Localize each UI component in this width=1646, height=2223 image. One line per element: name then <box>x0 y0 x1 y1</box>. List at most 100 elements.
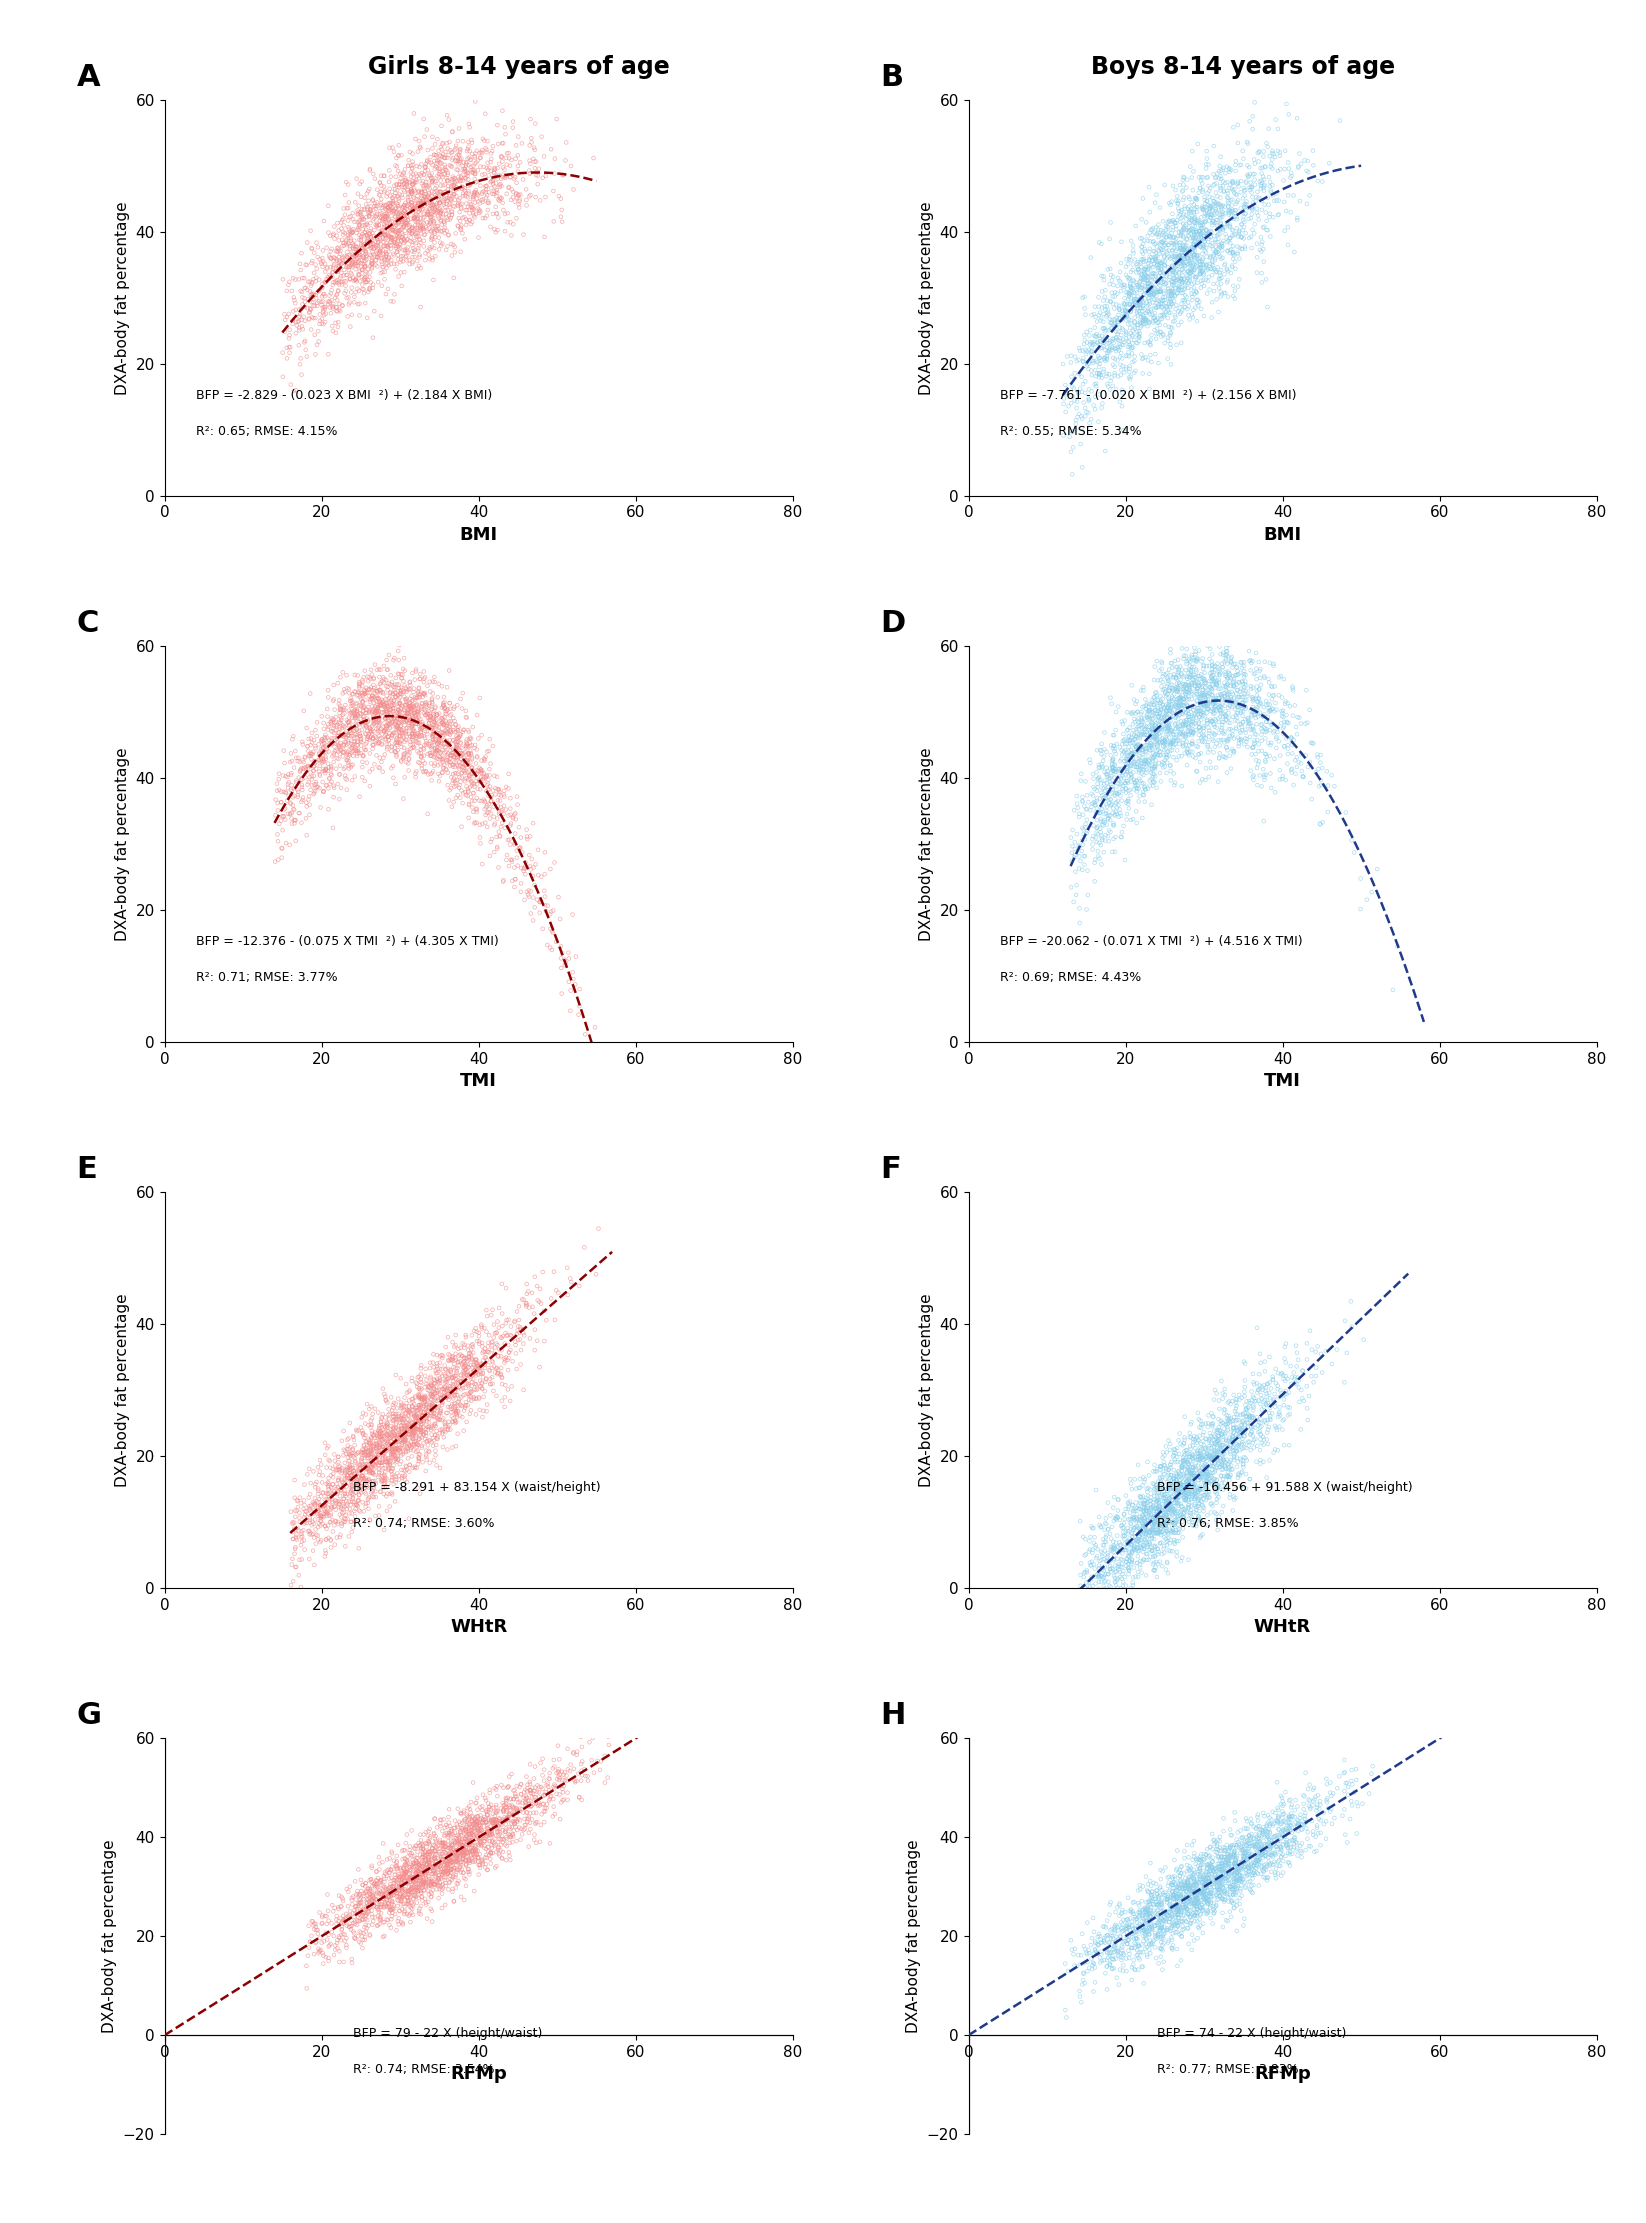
Point <box>1197 1465 1223 1501</box>
Point <box>487 1358 514 1394</box>
Point <box>1281 1818 1307 1854</box>
Point <box>1208 209 1234 245</box>
Point <box>288 805 314 840</box>
Point <box>346 287 372 322</box>
Point <box>1159 213 1185 249</box>
Point <box>1195 1885 1221 1921</box>
Point <box>337 714 364 749</box>
Point <box>1271 700 1297 736</box>
Point <box>438 1812 464 1847</box>
Point <box>388 716 415 751</box>
Point <box>398 173 425 209</box>
Point <box>1241 156 1267 191</box>
Point <box>405 1850 431 1885</box>
Point <box>331 1489 357 1525</box>
Point <box>1188 229 1215 265</box>
Point <box>416 1834 443 1870</box>
Point <box>379 720 405 756</box>
Point <box>1213 674 1239 709</box>
Point <box>495 1838 522 1874</box>
Point <box>1154 694 1180 729</box>
Point <box>1080 1947 1106 1983</box>
Point <box>456 1843 482 1878</box>
Point <box>1146 273 1172 309</box>
Point <box>545 1754 571 1790</box>
Point <box>1104 1534 1131 1569</box>
Point <box>459 1803 486 1838</box>
Point <box>326 727 352 762</box>
Point <box>1208 689 1234 725</box>
Point <box>326 1921 352 1956</box>
Point <box>1188 249 1215 285</box>
Point <box>1095 1556 1121 1592</box>
Point <box>1350 1785 1376 1821</box>
Point <box>1155 716 1182 751</box>
Point <box>283 1494 309 1529</box>
Point <box>472 782 499 818</box>
Point <box>1264 714 1290 749</box>
Point <box>311 711 337 747</box>
Point <box>306 1458 332 1494</box>
Point <box>1220 236 1246 271</box>
Point <box>400 196 426 231</box>
Point <box>1292 1805 1318 1841</box>
Point <box>1284 1810 1310 1845</box>
Point <box>1203 229 1230 265</box>
Point <box>484 1805 510 1841</box>
Point <box>1210 687 1236 722</box>
Point <box>384 193 410 229</box>
Point <box>395 1887 421 1923</box>
Point <box>352 265 379 300</box>
Point <box>504 200 530 236</box>
Point <box>446 147 472 182</box>
Point <box>1174 227 1200 262</box>
Point <box>309 1507 336 1543</box>
Point <box>1116 287 1142 322</box>
Point <box>448 1398 474 1434</box>
Point <box>439 1429 466 1465</box>
Point <box>309 300 336 336</box>
Point <box>1254 1367 1281 1403</box>
Point <box>360 1452 387 1487</box>
Point <box>1152 1901 1179 1936</box>
Point <box>318 1496 344 1532</box>
Point <box>364 189 390 225</box>
Point <box>515 1790 542 1825</box>
Point <box>400 1896 426 1932</box>
Point <box>344 1463 370 1498</box>
Point <box>1104 776 1131 811</box>
Point <box>1231 1374 1258 1409</box>
Point <box>461 756 487 791</box>
Point <box>412 178 438 213</box>
Point <box>1113 742 1139 778</box>
Point <box>1180 691 1207 727</box>
Point <box>1149 1501 1175 1536</box>
Point <box>1091 714 1118 749</box>
Point <box>1180 1896 1207 1932</box>
Point <box>324 1474 351 1509</box>
Point <box>1106 1527 1132 1563</box>
Point <box>1215 1847 1241 1883</box>
Point <box>1177 200 1203 236</box>
Point <box>1190 1914 1216 1950</box>
Point <box>456 736 482 771</box>
Point <box>344 193 370 229</box>
Point <box>374 1469 400 1505</box>
Point <box>1200 687 1226 722</box>
Point <box>410 742 436 778</box>
Point <box>372 714 398 749</box>
Point <box>410 1850 436 1885</box>
Point <box>387 676 413 711</box>
Point <box>1070 827 1096 863</box>
Point <box>362 242 388 278</box>
Point <box>339 1476 365 1512</box>
Point <box>454 1340 481 1376</box>
Point <box>430 176 456 211</box>
Point <box>1223 1847 1249 1883</box>
Point <box>397 1861 423 1896</box>
Point <box>1067 1576 1093 1612</box>
Point <box>492 1814 518 1850</box>
Point <box>1103 711 1129 747</box>
Point <box>1215 233 1241 269</box>
Point <box>339 269 365 305</box>
